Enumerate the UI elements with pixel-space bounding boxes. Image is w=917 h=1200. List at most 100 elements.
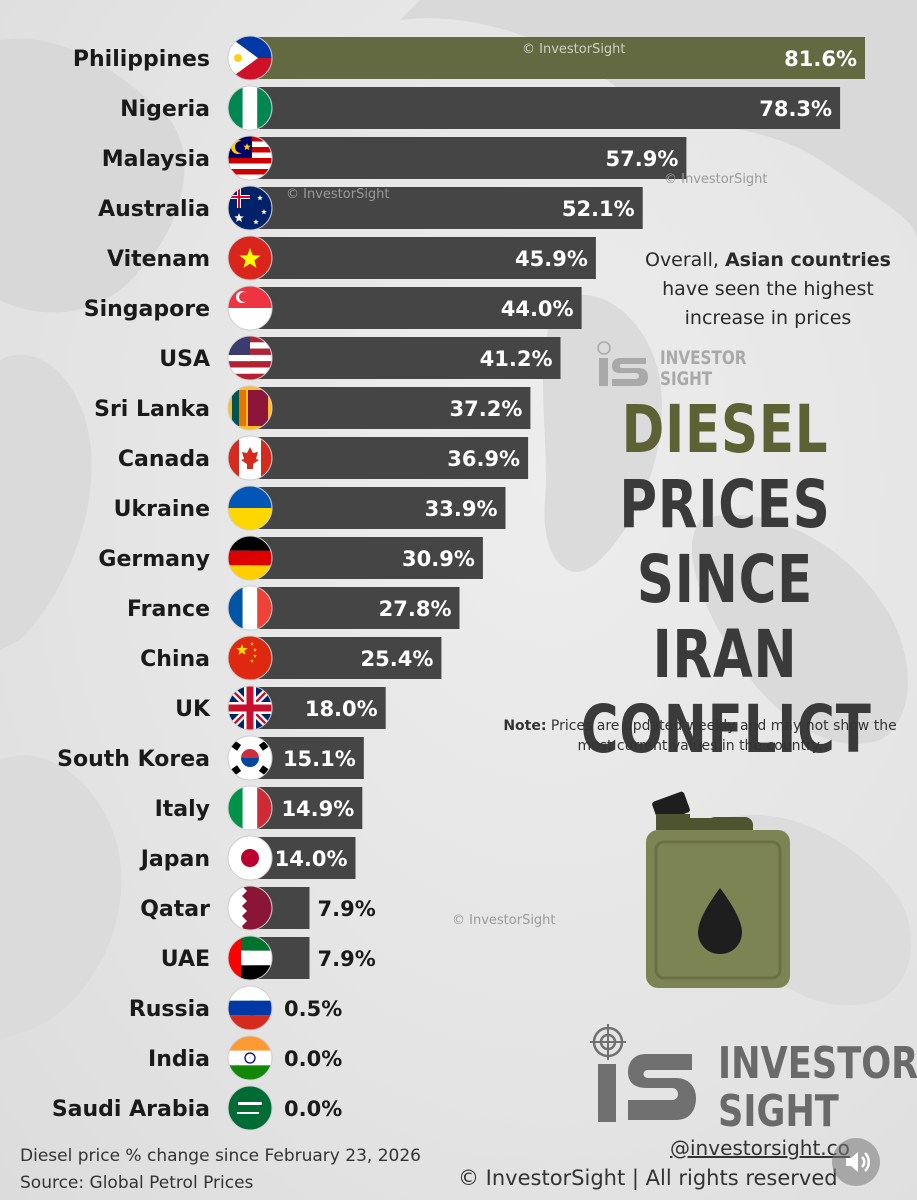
- country-label: Italy: [155, 797, 210, 822]
- country-label: Vitenam: [107, 247, 210, 272]
- value-label: 18.0%: [305, 697, 378, 721]
- value-label: 30.9%: [402, 547, 475, 571]
- value-label: 44.0%: [501, 297, 574, 321]
- china-flag-icon: [227, 635, 273, 681]
- investorsight-logo-icon: [597, 341, 648, 386]
- title-line: PRICES: [619, 466, 831, 543]
- bar-canada: [250, 437, 529, 479]
- canada-flag-icon: [227, 435, 273, 481]
- value-label: 78.3%: [759, 97, 832, 121]
- country-label: Nigeria: [120, 97, 210, 122]
- country-label: Singapore: [84, 297, 210, 322]
- value-label: 7.9%: [318, 897, 376, 921]
- bar-germany: [250, 537, 483, 579]
- footer-caption: Diesel price % change since February 23,…: [20, 1143, 421, 1197]
- subtitle-text: have seen the highest increase in prices: [662, 278, 874, 329]
- bar-ukraine: [250, 487, 506, 529]
- country-label: Canada: [118, 447, 210, 472]
- note-text: Prices are updated weekly and may not sh…: [546, 718, 897, 754]
- country-label: France: [127, 597, 210, 622]
- bar-france: [250, 587, 460, 629]
- value-label: 14.9%: [281, 797, 354, 821]
- source-text: Source: Global Petrol Prices: [20, 1173, 254, 1193]
- bar-vitenam: [250, 237, 596, 279]
- mute-button[interactable]: [832, 1138, 880, 1186]
- qatar-flag-icon: [227, 885, 273, 931]
- subtitle-text: Overall,: [644, 249, 725, 271]
- philippines-flag-icon: [227, 35, 273, 81]
- logo-wordmark-large: INVESTOR SIGHT: [718, 1040, 917, 1136]
- country-label: India: [148, 1047, 210, 1072]
- country-label: UAE: [161, 947, 210, 972]
- value-label: 52.1%: [562, 197, 635, 221]
- watermark: © InvestorSight: [522, 42, 626, 57]
- russia-flag-icon: [227, 985, 273, 1031]
- vietnam-flag-icon: [227, 235, 273, 281]
- bar-sri-lanka: [250, 387, 531, 429]
- country-label: Russia: [129, 997, 210, 1022]
- value-label: 27.8%: [379, 597, 452, 621]
- speaker-mute-icon: [846, 1152, 870, 1172]
- ukraine-flag-icon: [227, 485, 273, 531]
- value-label: 7.9%: [318, 947, 376, 971]
- bar-usa: [250, 337, 561, 379]
- title-line: CONFLICT: [580, 691, 872, 768]
- value-label: 37.2%: [450, 397, 523, 421]
- malaysia-flag-icon: [227, 135, 273, 181]
- watermark: © InvestorSight: [664, 172, 768, 187]
- bar-malaysia: [250, 137, 687, 179]
- logo-wordmark: INVESTOR SIGHT: [660, 348, 746, 390]
- sri-lanka-flag-icon: [227, 385, 273, 431]
- uae-flag-icon: [227, 935, 273, 981]
- country-label: South Korea: [57, 747, 210, 772]
- subtitle: Overall, Asian countries have seen the h…: [632, 246, 904, 333]
- bar-uk: [250, 687, 386, 729]
- social-handle-link[interactable]: @investorsight.co: [670, 1136, 850, 1160]
- logo-line: SIGHT: [660, 368, 713, 390]
- country-label: UK: [175, 697, 211, 722]
- country-label: Sri Lanka: [94, 397, 210, 422]
- copyright-text: © InvestorSight | All rights reserved: [458, 1166, 838, 1190]
- value-label: 41.2%: [480, 347, 553, 371]
- usa-flag-icon: [227, 335, 273, 381]
- investorsight-logo-large-icon: [590, 1024, 696, 1122]
- india-flag-icon: [227, 1035, 273, 1081]
- germany-flag-icon: [227, 535, 273, 581]
- value-label: 33.9%: [425, 497, 498, 521]
- uk-flag-icon: [227, 685, 273, 731]
- bar-singapore: [250, 287, 582, 329]
- country-label: Saudi Arabia: [52, 1097, 210, 1122]
- caption-text: Diesel price % change since February 23,…: [20, 1146, 421, 1166]
- bar-china: [250, 637, 442, 679]
- value-label: 0.0%: [284, 1047, 342, 1071]
- value-label: 57.9%: [606, 147, 679, 171]
- value-label: 14.0%: [275, 847, 348, 871]
- value-label: 15.1%: [283, 747, 356, 771]
- country-label: Philippines: [73, 47, 210, 72]
- saudi-arabia-flag-icon: [227, 1085, 273, 1131]
- bar-philippines: [250, 37, 865, 79]
- country-label: USA: [159, 347, 210, 372]
- logo-line: INVESTOR: [660, 347, 747, 369]
- japan-flag-icon: [227, 835, 273, 881]
- australia-flag-icon: [227, 185, 273, 231]
- watermark: © InvestorSight: [452, 913, 556, 928]
- france-flag-icon: [227, 585, 273, 631]
- nigeria-flag-icon: [227, 85, 273, 131]
- value-label: 36.9%: [447, 447, 520, 471]
- country-label: Qatar: [140, 897, 210, 922]
- value-label: 0.5%: [284, 997, 342, 1021]
- country-label: Japan: [139, 847, 210, 872]
- country-label: Ukraine: [114, 497, 210, 522]
- south-korea-flag-icon: [227, 735, 273, 781]
- title-line: DIESEL: [621, 391, 829, 468]
- singapore-flag-icon: [227, 285, 273, 331]
- country-label: Germany: [98, 547, 210, 572]
- value-label: 25.4%: [361, 647, 434, 671]
- value-label: 81.6%: [784, 47, 857, 71]
- value-label: 45.9%: [515, 247, 588, 271]
- country-label: Australia: [98, 197, 210, 222]
- bar-australia: [250, 187, 643, 229]
